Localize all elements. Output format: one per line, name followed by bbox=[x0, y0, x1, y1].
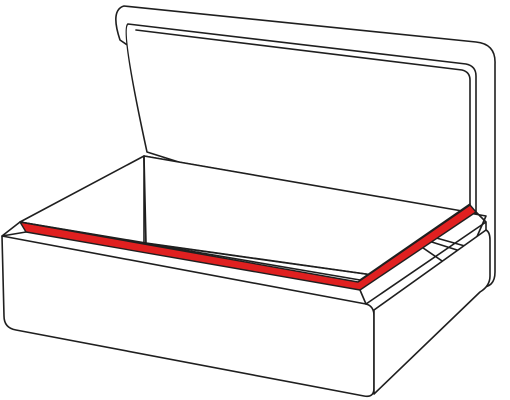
lid-inner-rim-inset bbox=[135, 29, 471, 253]
seal-upper-edge bbox=[19, 203, 471, 281]
box-front-wall bbox=[1, 235, 375, 398]
box-rim-right bbox=[365, 211, 487, 305]
box-right-wall bbox=[373, 229, 491, 395]
box-rim-front bbox=[1, 221, 367, 305]
